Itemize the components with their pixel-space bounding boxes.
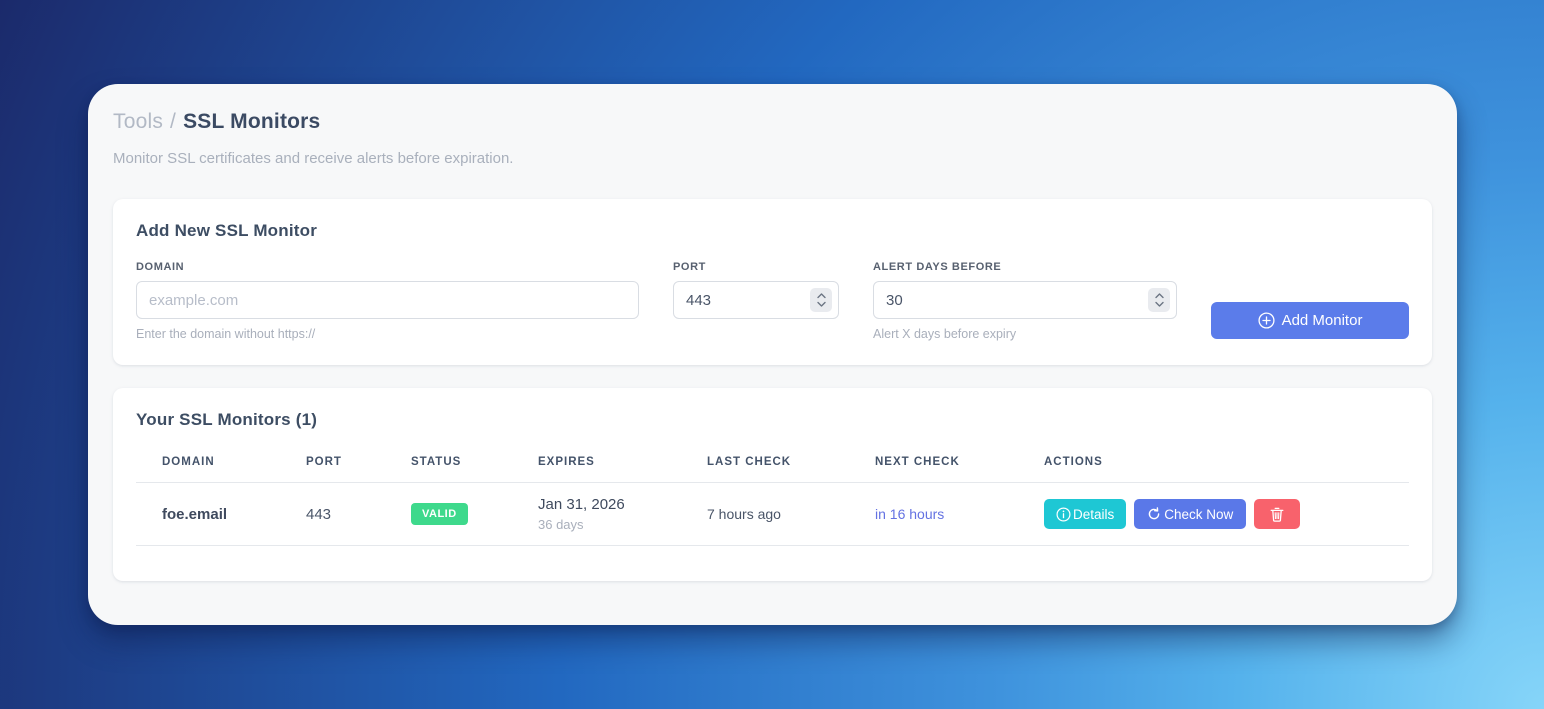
col-header-expires: EXPIRES [538, 456, 707, 483]
breadcrumb-separator: / [170, 110, 177, 133]
alert-days-label: ALERT DAYS BEFORE [873, 261, 1002, 273]
chevron-down-icon [816, 301, 826, 307]
alert-days-input[interactable] [873, 281, 1177, 319]
add-monitor-button[interactable]: Add Monitor [1211, 302, 1409, 339]
next-check-value: in 16 hours [875, 482, 1044, 546]
domain-input[interactable] [136, 281, 639, 319]
alert-days-field-group: ALERT DAYS BEFORE Alert X days before ex… [873, 261, 1177, 341]
last-check-value: 7 hours ago [707, 482, 875, 546]
port-stepper[interactable] [810, 288, 832, 312]
expires-date: Jan 31, 2026 [538, 496, 625, 513]
port-field-group: PORT [673, 261, 839, 319]
table-header-row: DOMAIN PORT STATUS EXPIRES LAST CHECK NE… [136, 456, 1409, 483]
monitor-port: 443 [306, 482, 411, 546]
chevron-down-icon [1154, 301, 1164, 307]
plus-circle-icon [1258, 312, 1275, 329]
col-header-status: STATUS [411, 456, 538, 483]
col-header-actions: ACTIONS [1044, 456, 1409, 483]
status-badge: VALID [411, 503, 468, 525]
add-monitor-button-label: Add Monitor [1281, 312, 1363, 329]
alert-days-help-text: Alert X days before expiry [873, 327, 1017, 341]
breadcrumb-tools-link[interactable]: Tools [113, 110, 164, 133]
check-now-button[interactable]: Check Now [1134, 499, 1247, 529]
trash-icon [1270, 507, 1284, 522]
domain-label: DOMAIN [136, 261, 185, 273]
monitor-domain: foe.email [136, 482, 306, 546]
add-monitor-title: Add New SSL Monitor [136, 221, 318, 240]
chevron-up-icon [816, 293, 826, 299]
add-monitor-panel: Add New SSL Monitor DOMAIN Enter the dom… [113, 199, 1432, 365]
col-header-last-check: LAST CHECK [707, 456, 875, 483]
add-monitor-form: DOMAIN Enter the domain without https://… [136, 261, 1409, 341]
expires-days-remaining: 36 days [538, 517, 584, 532]
page-title: SSL Monitors [183, 110, 321, 133]
main-card: Tools / SSL Monitors Monitor SSL certifica… [88, 84, 1457, 625]
refresh-icon [1149, 507, 1160, 520]
col-header-domain: DOMAIN [136, 456, 306, 483]
col-header-next-check: NEXT CHECK [875, 456, 1044, 483]
breadcrumb: Tools / SSL Monitors [113, 110, 1432, 134]
details-button[interactable]: Details [1044, 499, 1127, 529]
domain-field-group: DOMAIN Enter the domain without https:// [136, 261, 639, 341]
delete-monitor-button[interactable] [1254, 499, 1301, 529]
monitors-panel: Your SSL Monitors (1) DOMAIN PORT STATUS… [113, 388, 1432, 581]
port-label: PORT [673, 261, 706, 273]
table-row: foe.email 443 VALID Jan 31, 2026 36 days… [136, 482, 1409, 546]
domain-help-text: Enter the domain without https:// [136, 327, 316, 341]
check-now-button-label: Check Now [1164, 506, 1234, 522]
chevron-up-icon [1154, 293, 1164, 299]
info-icon [1056, 506, 1071, 522]
col-header-port: PORT [306, 456, 411, 483]
monitors-title: Your SSL Monitors (1) [136, 410, 318, 429]
row-actions: Details Check Now [1044, 499, 1409, 529]
monitors-table: DOMAIN PORT STATUS EXPIRES LAST CHECK NE… [136, 456, 1409, 546]
details-button-label: Details [1073, 506, 1115, 522]
page-subtitle: Monitor SSL certificates and receive ale… [113, 150, 514, 167]
alert-days-stepper[interactable] [1148, 288, 1170, 312]
